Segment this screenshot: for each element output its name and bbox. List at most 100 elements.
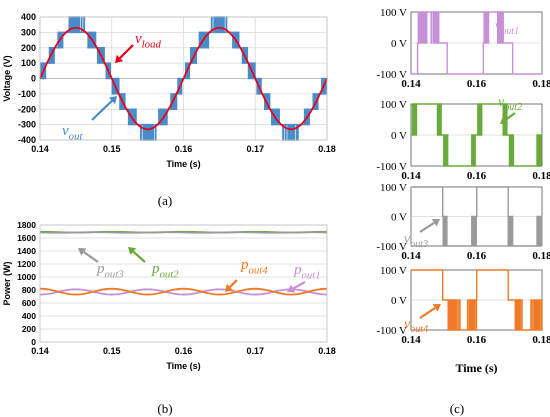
x-tick-label: 0.14 — [31, 144, 49, 154]
y-tick-label: 400 — [21, 12, 36, 22]
v-out-arrow — [91, 96, 117, 121]
x-tick-label: 0.17 — [246, 144, 264, 154]
x-axis-label: Time (s) — [166, 361, 200, 371]
y-tick-label: 400 — [22, 311, 36, 321]
p-out4-arrow-head — [225, 283, 234, 292]
panel-c3: 100 V 0 V -100 V0.14 0.16 0.18 — [376, 182, 550, 262]
v-out2-arrow-shaft — [504, 112, 516, 121]
v-load-arrow — [115, 44, 134, 63]
y-tick-label: 1200 — [17, 259, 36, 269]
v-out4-arrow-head — [432, 304, 441, 312]
chart-b: 1800 1600 1400 1200 1000 800 600 400 200 00.14 0.1… — [2, 220, 336, 371]
p-out4-arrow-shaft — [229, 279, 238, 288]
y-tick-label: 200 — [21, 43, 36, 53]
y-tick-label: -300 — [18, 120, 36, 130]
p-out3-arrow — [78, 248, 99, 263]
y-tick-label: 0 — [31, 74, 36, 84]
y-tick-label: 1600 — [17, 233, 36, 243]
p-out2-arrow-head — [128, 247, 137, 256]
y-tick-label: 800 — [22, 285, 36, 295]
v-out4-arrow — [419, 304, 441, 319]
y-tick-label: 100 — [21, 58, 36, 68]
panel-c2: 100 V 0 V -100 V0.14 0.16 0.18 — [376, 99, 550, 182]
x-tick-label: 0.16 — [467, 334, 487, 346]
v-out3-arrow — [419, 219, 440, 233]
legend-p-out2-label: pout2 — [151, 261, 179, 281]
x-tick-label: 0.16 — [175, 346, 193, 356]
v-out-arrow-shaft — [91, 100, 113, 121]
y-tick-label: 0 V — [391, 212, 407, 224]
x-tick-label: 0.14 — [401, 170, 421, 182]
x-tick-label: 0.18 — [532, 78, 550, 90]
y-tick-label: 0 — [31, 337, 36, 347]
v-load-arrow-head — [115, 54, 124, 63]
legend-v-out1-label: vout1 — [495, 19, 519, 37]
x-tick-label: 0.15 — [103, 144, 121, 154]
x-tick-label: 0.14 — [31, 346, 49, 356]
panel-c4: 100 V 0 V -100 V0.14 0.16 0.18 — [376, 265, 550, 346]
series-v-out2-line — [411, 103, 542, 167]
y-tick-label: -100 V — [376, 325, 407, 337]
y-axis-label: Voltage (V) — [2, 55, 12, 101]
v-out2-arrow — [500, 112, 516, 124]
legend-v-out-label: vout — [62, 123, 83, 143]
series-v-load-line — [39, 26, 328, 131]
y-tick-label: 100 V — [380, 7, 407, 19]
y-tick-label: 0 V — [391, 38, 407, 50]
v-out3-arrow-head — [431, 219, 440, 227]
x-tick-label: 0.17 — [246, 346, 264, 356]
y-tick-label: 600 — [22, 298, 36, 308]
x-tick-label: 0.16 — [467, 78, 487, 90]
legend-v-out2-label: vout2 — [498, 95, 522, 113]
p-out4-arrow — [225, 279, 238, 292]
y-tick-label: -100 V — [376, 241, 407, 253]
x-tick-label: 0.16 — [175, 144, 193, 154]
p-out2-arrow-shaft — [132, 250, 146, 263]
y-tick-label: -100 V — [376, 69, 407, 81]
x-tick-label: 0.18 — [532, 170, 550, 182]
series-p-out1-line — [39, 288, 328, 296]
v-out3-arrow-shaft — [419, 221, 435, 233]
series-p-out3-line — [39, 231, 328, 234]
series-v-out3-line — [411, 186, 543, 247]
p-out3-arrow-shaft — [83, 251, 99, 263]
plot-frame — [39, 16, 328, 141]
y-axis-label: Power (W) — [2, 261, 12, 305]
x-tick-label: 0.18 — [532, 250, 550, 262]
series-v-out4-line — [411, 269, 543, 331]
y-tick-label: -200 — [18, 104, 36, 114]
y-tick-label: 1400 — [17, 246, 36, 256]
v-out4-arrow-shaft — [419, 306, 436, 319]
y-tick-label: 0 V — [391, 130, 407, 142]
series-p-out4-line — [39, 287, 328, 296]
y-tick-label: 200 — [22, 324, 36, 334]
x-tick-label: 0.18 — [532, 334, 550, 346]
x-tick-label: 0.14 — [401, 334, 421, 346]
y-tick-label: 1000 — [17, 272, 36, 282]
x-tick-label: 0.18 — [318, 144, 336, 154]
p-out3-arrow-head — [78, 248, 87, 256]
legend-p-out4-label: pout4 — [240, 257, 268, 277]
series-v-out1-line — [411, 11, 542, 75]
y-tick-label: -100 — [18, 89, 36, 99]
p-out1-arrow-shaft — [292, 281, 306, 290]
v-out-arrow-head — [108, 96, 117, 105]
y-tick-label: 0 V — [391, 295, 407, 307]
legend-p-out3-label: pout3 — [96, 261, 124, 281]
y-tick-label: 100 V — [380, 265, 407, 277]
caption-a: (a) — [158, 193, 172, 208]
x-axis-label: Time (s) — [455, 361, 497, 375]
y-tick-label: 100 V — [380, 99, 407, 111]
y-tick-label: 100 V — [380, 182, 407, 194]
y-tick-label: 1800 — [17, 220, 36, 230]
legend-v-load-label: vload — [135, 31, 161, 51]
caption-b: (b) — [157, 401, 172, 416]
p-out1-arrow — [287, 281, 306, 293]
x-axis-label: Time (s) — [166, 159, 200, 169]
y-tick-label: 300 — [21, 27, 36, 37]
panel-c1: 100 V 0 V -100 V0.14 0.16 0.18 — [376, 7, 550, 90]
legend-p-out1-label: pout1 — [293, 262, 321, 282]
